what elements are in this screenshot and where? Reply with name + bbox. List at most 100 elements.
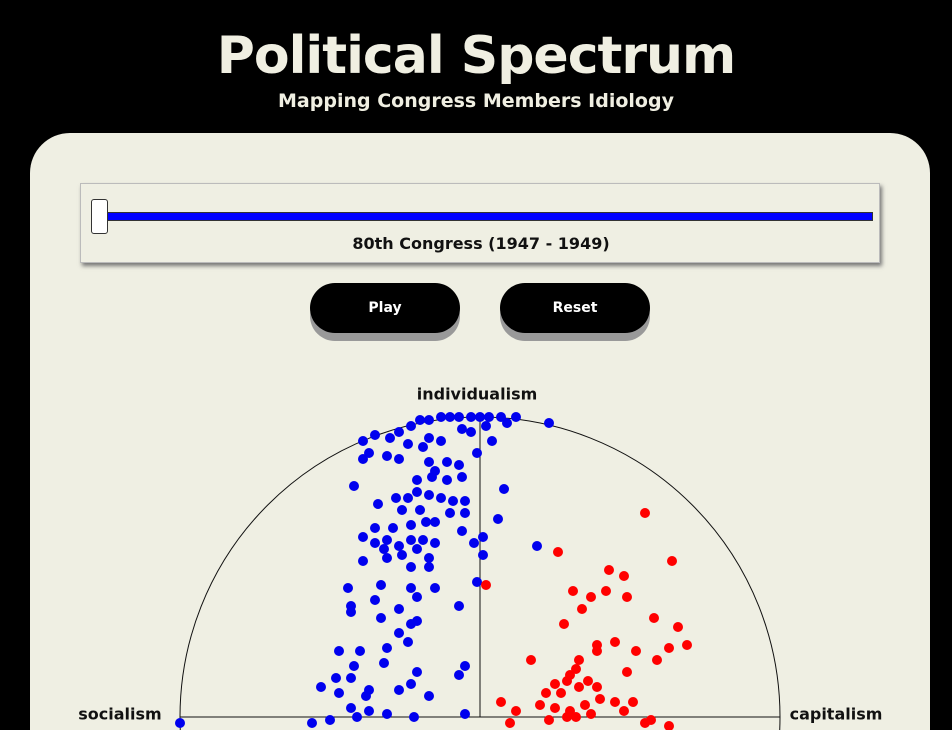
point	[526, 655, 536, 665]
point	[475, 412, 485, 422]
point	[454, 412, 464, 422]
point	[355, 646, 365, 656]
point	[511, 412, 521, 422]
point	[406, 679, 416, 689]
point	[391, 493, 401, 503]
point	[358, 436, 368, 446]
point	[421, 517, 431, 527]
point	[469, 538, 479, 548]
axis-label-left: socialism	[78, 705, 161, 724]
point	[448, 496, 458, 506]
point	[418, 442, 428, 452]
point	[406, 520, 416, 530]
point	[454, 601, 464, 611]
point	[436, 493, 446, 503]
point	[499, 484, 509, 494]
point	[673, 622, 683, 632]
slider-thumb[interactable]	[91, 199, 108, 234]
point	[664, 643, 674, 653]
point	[430, 538, 440, 548]
point	[424, 691, 434, 701]
point	[358, 532, 368, 542]
point	[571, 712, 581, 722]
point	[436, 412, 446, 422]
point	[430, 517, 440, 527]
point	[496, 697, 506, 707]
point	[424, 433, 434, 443]
point	[532, 541, 542, 551]
point	[493, 514, 503, 524]
point	[358, 454, 368, 464]
point	[454, 460, 464, 470]
point	[628, 697, 638, 707]
point	[394, 628, 404, 638]
axis-label-right: capitalism	[790, 705, 883, 724]
point	[580, 700, 590, 710]
point	[562, 676, 572, 686]
point	[541, 688, 551, 698]
point	[394, 454, 404, 464]
point	[559, 619, 569, 629]
point	[583, 676, 593, 686]
point	[370, 595, 380, 605]
point	[415, 415, 425, 425]
point	[373, 499, 383, 509]
point	[649, 613, 659, 623]
point	[361, 691, 371, 701]
point	[406, 535, 416, 545]
point	[406, 583, 416, 593]
point	[445, 508, 455, 518]
point	[484, 412, 494, 422]
point	[595, 694, 605, 704]
title: Political Spectrum	[216, 26, 736, 86]
point	[472, 577, 482, 587]
point	[622, 592, 632, 602]
point	[535, 700, 545, 710]
slider-label: 80th Congress (1947 - 1949)	[352, 234, 610, 253]
point	[442, 475, 452, 485]
point	[376, 613, 386, 623]
point	[586, 592, 596, 602]
point	[427, 472, 437, 482]
point	[682, 640, 692, 650]
point	[454, 670, 464, 680]
point	[334, 688, 344, 698]
point	[394, 427, 404, 437]
point	[619, 571, 629, 581]
play-button[interactable]: Play	[310, 283, 460, 333]
point	[478, 550, 488, 560]
point	[370, 430, 380, 440]
point	[412, 667, 422, 677]
point	[544, 715, 554, 725]
point	[505, 718, 515, 728]
point	[385, 433, 395, 443]
point	[601, 586, 611, 596]
point	[604, 565, 614, 575]
point	[346, 673, 356, 683]
point	[466, 412, 476, 422]
point	[352, 712, 362, 722]
point	[445, 412, 455, 422]
point	[358, 556, 368, 566]
point	[586, 709, 596, 719]
point	[466, 427, 476, 437]
point	[481, 580, 491, 590]
reset-button[interactable]: Reset	[500, 283, 650, 333]
point	[478, 532, 488, 542]
point	[577, 604, 587, 614]
point	[349, 661, 359, 671]
point	[382, 643, 392, 653]
point	[349, 481, 359, 491]
point	[412, 544, 422, 554]
point	[424, 457, 434, 467]
point	[562, 712, 572, 722]
point	[379, 544, 389, 554]
point	[346, 703, 356, 713]
point	[610, 697, 620, 707]
point	[553, 547, 563, 557]
slider: 80th Congress (1947 - 1949)	[80, 183, 880, 263]
point	[460, 661, 470, 671]
point	[592, 682, 602, 692]
point	[556, 688, 566, 698]
